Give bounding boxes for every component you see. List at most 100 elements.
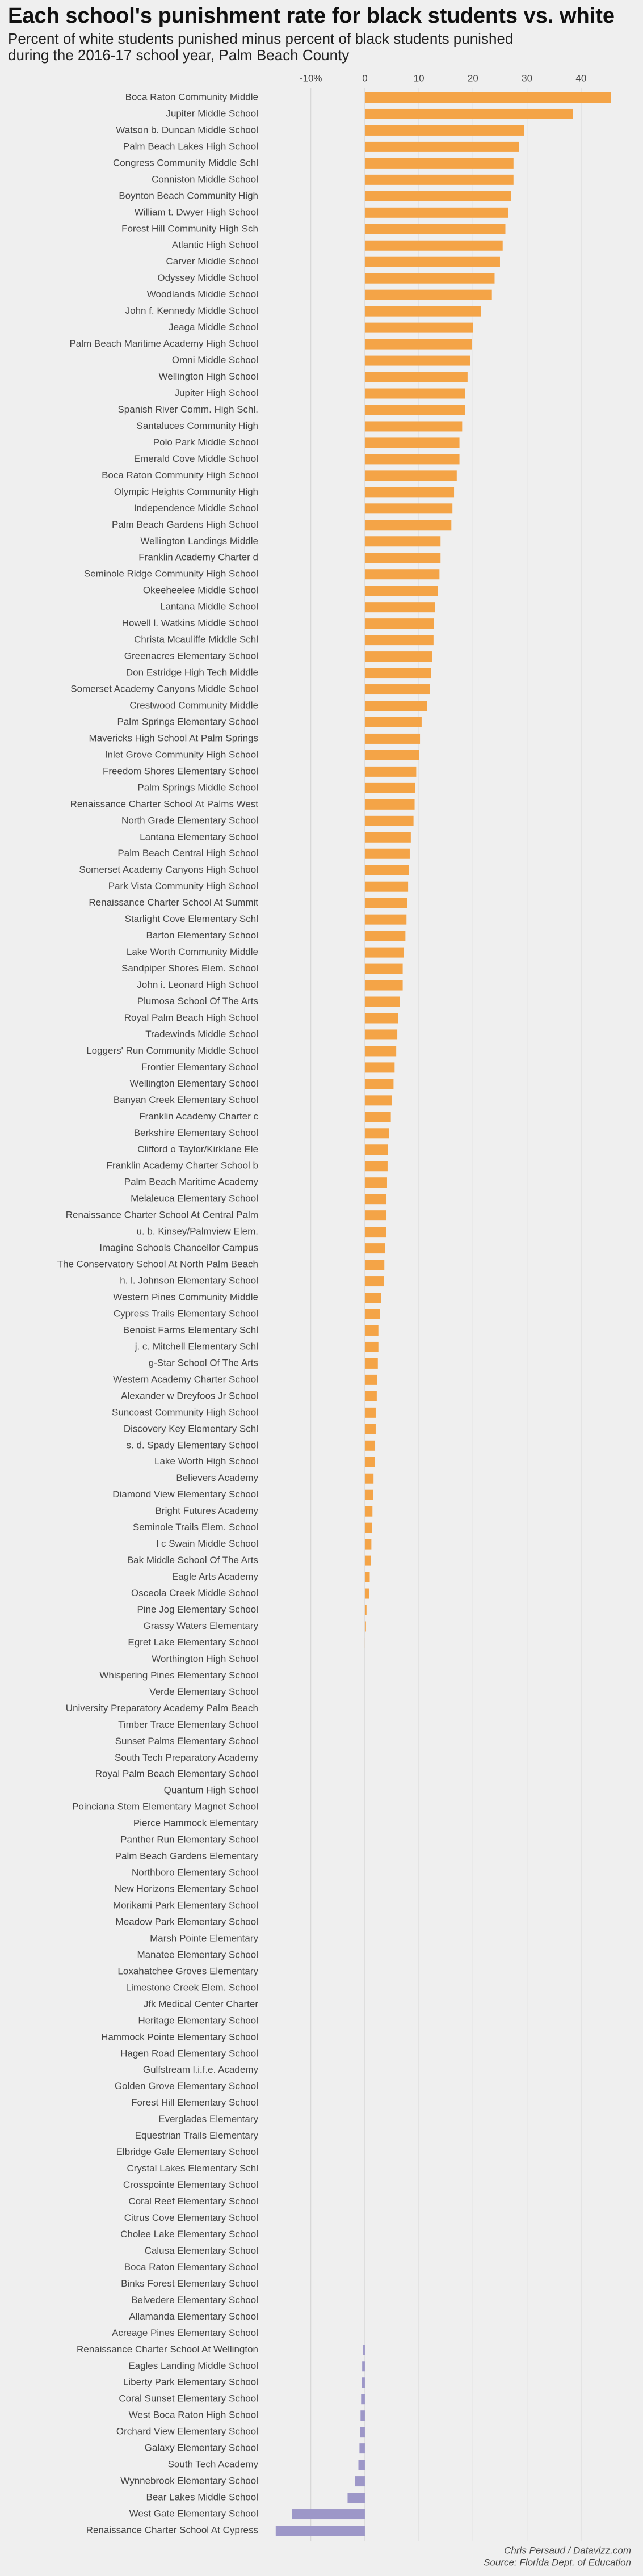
bar	[364, 256, 500, 267]
y-tick-label: u. b. Kinsey/Palmview Elem.	[137, 1226, 258, 1237]
y-tick-label: Alexander w Dreyfoos Jr School	[121, 1390, 258, 1401]
y-tick-label: Clifford o Taylor/Kirklane Ele	[137, 1144, 258, 1155]
bar	[364, 487, 455, 498]
y-tick-label: Liberty Park Elementary School	[123, 2377, 258, 2388]
bar	[364, 701, 427, 711]
y-tick-label: John f. Kennedy Middle School	[125, 305, 258, 316]
y-tick-label: Everglades Elementary	[158, 2114, 258, 2124]
y-tick-label: Believers Academy	[176, 1472, 258, 1483]
y-tick-label: Jfk Medical Center Charter	[144, 1998, 259, 2009]
y-tick-label: Benoist Farms Elementary Schl	[123, 1324, 258, 1335]
bar	[364, 158, 514, 169]
bar	[364, 1161, 388, 1172]
y-tick-label: South Tech Academy	[168, 2459, 259, 2470]
bar	[362, 2377, 365, 2388]
y-tick-label: Palm Beach Maritime Academy	[124, 1177, 259, 1188]
bar	[364, 668, 431, 679]
y-tick-label: Elbridge Gale Elementary School	[116, 2146, 258, 2157]
bar	[364, 355, 470, 366]
y-tick-label: s. d. Spady Elementary School	[127, 1439, 258, 1450]
bar	[364, 1522, 372, 1533]
bar	[364, 931, 406, 941]
y-tick-label: h. l. Johnson Elementary School	[120, 1276, 258, 1286]
y-tick-label: Spanish River Comm. High Schl.	[117, 404, 258, 415]
y-tick-label: Plumosa School Of The Arts	[137, 996, 258, 1007]
y-tick-label: Melaleuca Elementary School	[131, 1193, 258, 1204]
bar	[364, 1309, 380, 1319]
y-tick-label: Bak Middle School Of The Arts	[127, 1555, 258, 1565]
y-tick-label: Loggers' Run Community Middle School	[86, 1045, 258, 1056]
y-tick-label: Hagen Road Elementary School	[120, 2048, 258, 2059]
y-tick-label: Imagine Schools Chancellor Campus	[99, 1243, 258, 1253]
bar	[363, 2345, 365, 2355]
bar	[364, 1260, 385, 1270]
bar	[364, 421, 463, 432]
bar	[364, 848, 410, 859]
y-tick-label: Polo Park Middle School	[153, 437, 258, 448]
bar	[364, 881, 409, 892]
y-tick-label: Jupiter Middle School	[166, 108, 258, 119]
chart-subtitle: Percent of white students punished minus…	[8, 30, 513, 47]
bar	[364, 947, 404, 958]
y-tick-label: North Grade Elementary School	[121, 815, 258, 826]
y-tick-label: l c Swain Middle School	[156, 1538, 258, 1549]
caption: Chris Persaud / Datavizz.com	[504, 2545, 631, 2556]
bar	[362, 2361, 365, 2372]
x-tick-label: 10	[414, 73, 425, 83]
y-tick-label: Orchard View Elementary School	[116, 2426, 258, 2437]
y-tick-label: Calusa Elementary School	[145, 2245, 258, 2256]
bar	[364, 1457, 375, 1467]
y-tick-label: Palm Beach Central High School	[117, 848, 258, 858]
bar	[364, 372, 468, 382]
y-tick-label: Royal Palm Beach High School	[124, 1012, 258, 1023]
y-tick-label: Seminole Ridge Community High School	[84, 569, 258, 579]
bar	[364, 1177, 387, 1188]
y-tick-label: Conniston Middle School	[152, 174, 258, 184]
bar	[364, 996, 400, 1007]
y-tick-label: Marsh Pointe Elementary	[150, 1933, 258, 1943]
bar	[364, 1013, 398, 1024]
bar	[364, 1341, 379, 1352]
y-tick-label: Northboro Elementary School	[132, 1867, 258, 1878]
y-tick-label: Renaissance Charter School At Cypress	[86, 2524, 258, 2535]
bar	[364, 1243, 385, 1254]
bar	[364, 322, 473, 333]
bar	[364, 1276, 384, 1287]
bar	[364, 898, 407, 908]
bar	[364, 717, 422, 727]
bar	[364, 635, 434, 646]
y-tick-label: Diamond View Elementary School	[112, 1489, 258, 1500]
bar	[347, 2493, 365, 2503]
bar	[364, 586, 438, 596]
y-tick-label: Banyan Creek Elementary School	[114, 1095, 258, 1105]
y-tick-label: Franklin Academy Charter c	[139, 1111, 258, 1122]
bar	[364, 470, 457, 481]
bar	[364, 1572, 370, 1582]
y-tick-label: Crystal Lakes Elementary Schl	[127, 2163, 258, 2174]
bar	[355, 2476, 365, 2487]
bar	[361, 2394, 365, 2405]
y-tick-label: Forest Hill Community High Sch	[121, 223, 258, 234]
bar	[364, 1374, 377, 1385]
y-tick-label: Wellington Landings Middle	[140, 536, 258, 546]
bar	[364, 224, 506, 234]
y-tick-label: Grassy Waters Elementary	[144, 1620, 259, 1631]
y-tick-label: South Tech Preparatory Academy	[115, 1752, 258, 1763]
bar	[364, 108, 573, 119]
y-tick-label: Hammock Pointe Elementary School	[101, 2031, 258, 2042]
bar	[364, 125, 524, 136]
y-tick-label: Frontier Elementary School	[141, 1062, 258, 1072]
y-tick-label: Bear Lakes Middle School	[146, 2492, 258, 2503]
y-tick-label: West Boca Raton High School	[129, 2410, 258, 2421]
y-tick-label: Palm Beach Gardens High School	[112, 519, 258, 530]
y-tick-label: Renaissance Charter School At Palms West	[70, 798, 259, 809]
bar	[364, 1391, 377, 1401]
y-tick-label: Citrus Cove Elementary School	[124, 2212, 258, 2223]
bar	[364, 1621, 366, 1632]
y-tick-label: Golden Grove Elementary School	[115, 2081, 258, 2091]
y-tick-label: Wynnebrook Elementary School	[120, 2476, 258, 2486]
bar	[364, 1144, 388, 1155]
bar	[364, 1325, 379, 1336]
